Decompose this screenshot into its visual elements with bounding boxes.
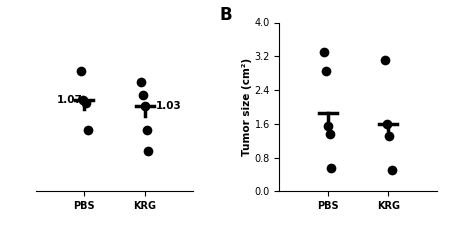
Y-axis label: Tumor size (cm²): Tumor size (cm²) [242, 58, 252, 156]
Text: 1.07: 1.07 [57, 95, 83, 105]
Text: 1.03: 1.03 [156, 101, 181, 111]
Text: B: B [220, 6, 232, 24]
